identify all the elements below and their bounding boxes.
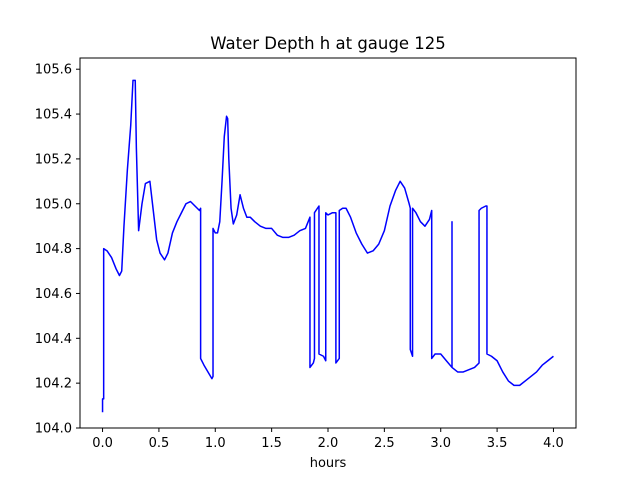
y-tick-label: 105.2 <box>35 152 72 167</box>
x-tick-label: 3.5 <box>487 436 508 451</box>
series-line <box>101 79 554 413</box>
x-axis-label: hours <box>310 456 347 471</box>
y-tick-label: 104.2 <box>35 377 72 392</box>
x-tick-label: 1.0 <box>205 436 226 451</box>
x-tick-label: 0.0 <box>92 436 113 451</box>
y-tick-label: 104.4 <box>35 332 72 347</box>
y-tick-label: 104.0 <box>35 422 72 437</box>
y-axis-ticks: 104.0 104.2 104.4 104.6 104.8 105.0 105.2 105.4… <box>35 63 80 437</box>
y-tick-label: 105.6 <box>35 63 72 78</box>
x-tick-label: 0.5 <box>149 436 170 451</box>
x-tick-label: 4.0 <box>543 436 564 451</box>
y-tick-label: 104.8 <box>35 242 72 257</box>
plot-frame <box>79 57 577 429</box>
y-tick-label: 105.0 <box>35 197 72 212</box>
series-layer <box>101 79 554 413</box>
x-tick-label: 3.0 <box>430 436 451 451</box>
chart-title: Water Depth h at gauge 125 <box>210 34 445 53</box>
y-tick-label: 105.4 <box>35 108 72 123</box>
x-tick-label: 2.0 <box>318 436 339 451</box>
y-tick-label: 104.6 <box>35 287 72 302</box>
x-tick-label: 2.5 <box>374 436 395 451</box>
x-axis-ticks: 0.0 0.5 1.0 1.5 2.0 2.5 3.0 3.5 4.0 <box>92 428 564 451</box>
x-tick-label: 1.5 <box>261 436 282 451</box>
